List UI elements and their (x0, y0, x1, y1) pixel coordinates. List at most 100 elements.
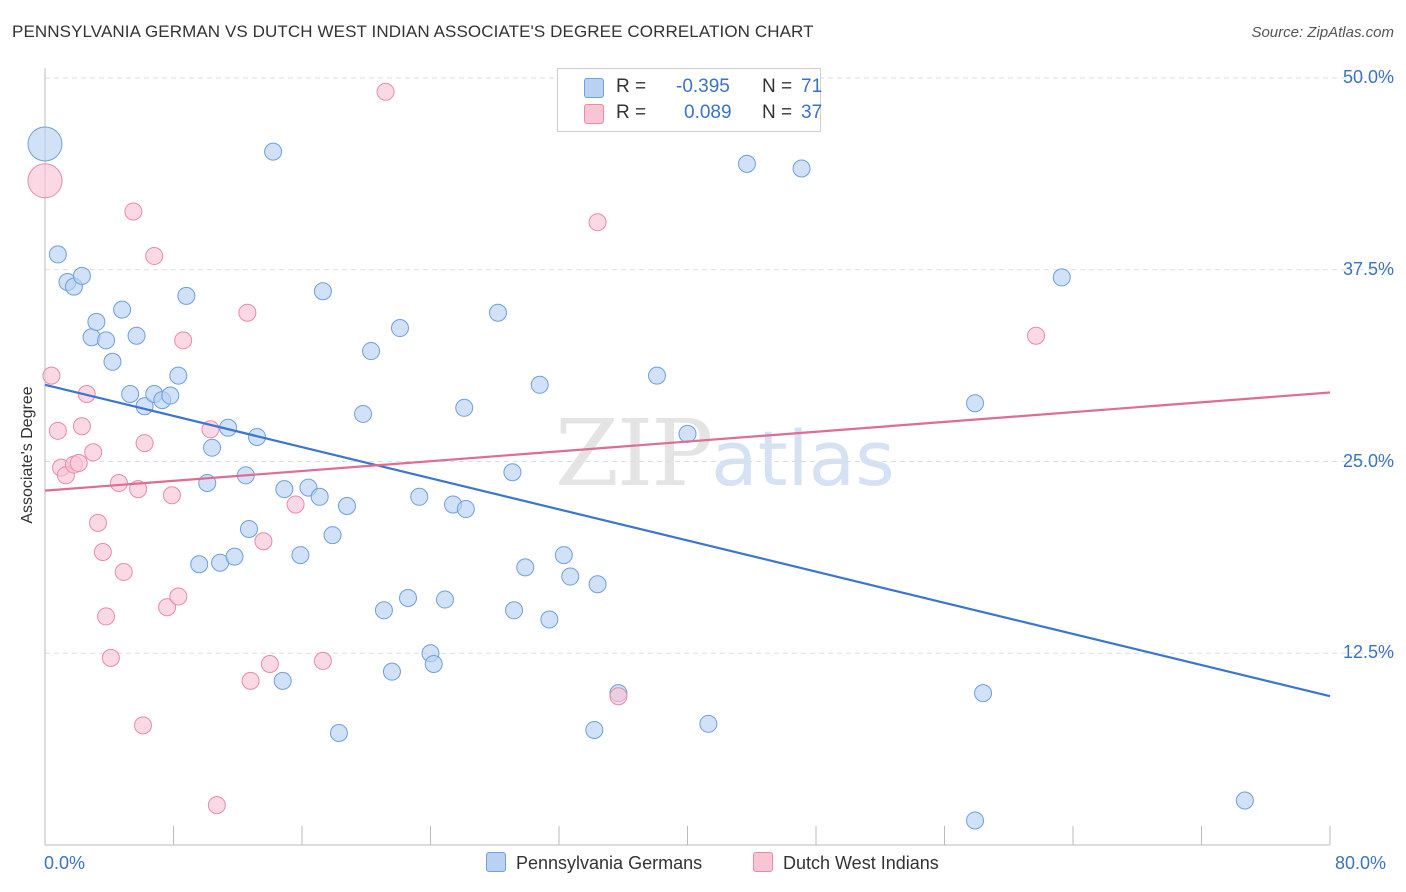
dutch-west-indian-point-20 (145, 246, 164, 265)
pennsylvania-german-point-58 (585, 720, 604, 739)
pennsylvania-german-point-61 (647, 366, 666, 385)
dutch-west-indian-point-9 (84, 443, 103, 462)
pennsylvania-german-trend-line (44, 383, 1331, 698)
dutch-west-indian-point-7 (72, 417, 91, 436)
y-tick-label-0: 12.5% (1342, 642, 1394, 663)
pennsylvania-german-point-46 (435, 590, 454, 609)
pennsylvania-german-point-63 (699, 714, 718, 733)
pennsylvania-german-point-29 (275, 480, 294, 499)
pennsylvania-german-point-0 (27, 126, 63, 162)
source-credit: Source: ZipAtlas.com (1251, 24, 1394, 41)
y-tick-label-2: 37.5% (1342, 258, 1394, 279)
dutch-west-indian-point-18 (133, 716, 152, 735)
pennsylvania-german-point-69 (1052, 268, 1071, 287)
y-tick-label-1: 25.0% (1342, 450, 1394, 471)
chart-title: PENNSYLVANIA GERMAN VS DUTCH WEST INDIAN… (12, 22, 814, 41)
legend-label: Pennsylvania Germans (516, 853, 703, 873)
dutch-west-indian-point-27 (238, 303, 257, 322)
dutch-west-indian-point-22 (162, 486, 181, 505)
dutch-west-indian-point-35 (609, 687, 628, 706)
pennsylvania-german-point-68 (974, 684, 993, 703)
pennsylvania-german-point-48 (455, 398, 474, 417)
legend-n-value: 37 (801, 102, 823, 123)
pennsylvania-german-point-49 (456, 500, 475, 519)
pennsylvania-german-point-37 (354, 404, 373, 423)
dutch-west-indian-point-21 (158, 598, 177, 617)
pennsylvania-german-point-15 (161, 386, 180, 405)
legend-swatch-blue (584, 78, 604, 98)
legend-swatch-pink (753, 852, 773, 872)
pennsylvania-german-point-35 (329, 724, 348, 743)
x-tick-label-max: 80.0% (1335, 853, 1387, 873)
pennsylvania-german-point-43 (410, 487, 429, 506)
legend-n-value: 71 (801, 76, 823, 97)
pennsylvania-german-point-40 (382, 662, 401, 681)
pennsylvania-german-point-27 (264, 142, 283, 161)
pennsylvania-german-point-23 (225, 547, 244, 566)
pennsylvania-german-point-54 (530, 375, 549, 394)
axes (44, 68, 1331, 846)
dutch-west-indian-point-23 (169, 587, 188, 606)
dutch-west-indian-point-29 (254, 532, 273, 551)
pennsylvania-german-point-41 (390, 319, 409, 338)
pennsylvania-german-point-4 (72, 266, 91, 285)
stats-legend: R = -0.395 N = 71 R = 0.089 N = 37 (557, 68, 823, 132)
pennsylvania-german-point-28 (273, 671, 292, 690)
dutch-west-indian-point-1 (42, 366, 61, 385)
trend-lines (44, 383, 1331, 698)
legend-item-dutch-west-indians: Dutch West Indians (753, 852, 939, 874)
pennsylvania-german-point-6 (87, 312, 106, 331)
legend-n-key: N = (762, 76, 793, 97)
pennsylvania-german-point-30 (291, 546, 310, 565)
pennsylvania-german-point-52 (505, 601, 524, 620)
legend-r-value: -0.395 (676, 76, 730, 97)
dutch-west-indian-point-6 (69, 454, 88, 473)
legend-swatch-pink (584, 104, 604, 124)
pennsylvania-german-point-25 (239, 519, 258, 538)
pennsylvania-german-point-51 (503, 463, 522, 482)
dutch-west-indian-point-36 (1027, 326, 1046, 345)
data-points (27, 82, 1254, 830)
pennsylvania-german-point-42 (399, 589, 418, 608)
pennsylvania-german-point-36 (337, 496, 356, 515)
pennsylvania-german-point-45 (424, 654, 443, 673)
pennsylvania-german-point-1 (48, 245, 67, 264)
legend-item-pennsylvania-germans: Pennsylvania Germans (486, 852, 702, 874)
dutch-west-indian-point-11 (93, 543, 112, 562)
pennsylvania-german-point-66 (966, 811, 985, 830)
dutch-west-indian-point-16 (124, 202, 143, 221)
dutch-west-indian-point-31 (286, 495, 305, 514)
pennsylvania-german-point-50 (488, 303, 507, 322)
legend-n-key: N = (762, 102, 793, 123)
pennsylvania-german-point-59 (588, 575, 607, 594)
pennsylvania-german-point-8 (103, 352, 122, 371)
pennsylvania-german-point-20 (203, 438, 222, 457)
dutch-west-indian-trend-line (44, 391, 1331, 492)
dutch-west-indian-point-26 (207, 796, 226, 815)
pennsylvania-german-point-62 (678, 424, 697, 443)
pennsylvania-german-point-38 (362, 342, 381, 361)
pennsylvania-german-point-10 (121, 385, 140, 404)
pennsylvania-german-point-64 (737, 154, 756, 173)
pennsylvania-german-point-18 (190, 555, 209, 574)
y-tick-label-3: 50.0% (1342, 67, 1394, 87)
y-axis-label: Associate's Degree (19, 386, 36, 524)
pennsylvania-german-point-70 (1235, 791, 1254, 810)
pennsylvania-german-point-34 (323, 526, 342, 545)
pennsylvania-german-point-57 (561, 567, 580, 586)
dutch-west-indian-point-19 (135, 434, 154, 453)
dutch-west-indian-point-28 (241, 671, 260, 690)
watermark-zip: ZIP (555, 400, 713, 507)
pennsylvania-german-point-9 (113, 300, 132, 319)
pennsylvania-german-point-55 (540, 610, 559, 629)
legend-label: Dutch West Indians (783, 853, 939, 873)
dutch-west-indian-point-15 (114, 562, 133, 581)
pennsylvania-german-point-33 (313, 282, 332, 301)
legend-r-key: R = (616, 102, 647, 123)
dutch-west-indian-point-10 (89, 513, 108, 532)
grid-lines (45, 77, 1392, 654)
legend-r-key: R = (616, 76, 647, 97)
dutch-west-indian-point-24 (174, 331, 193, 350)
dutch-west-indian-point-32 (313, 651, 332, 670)
